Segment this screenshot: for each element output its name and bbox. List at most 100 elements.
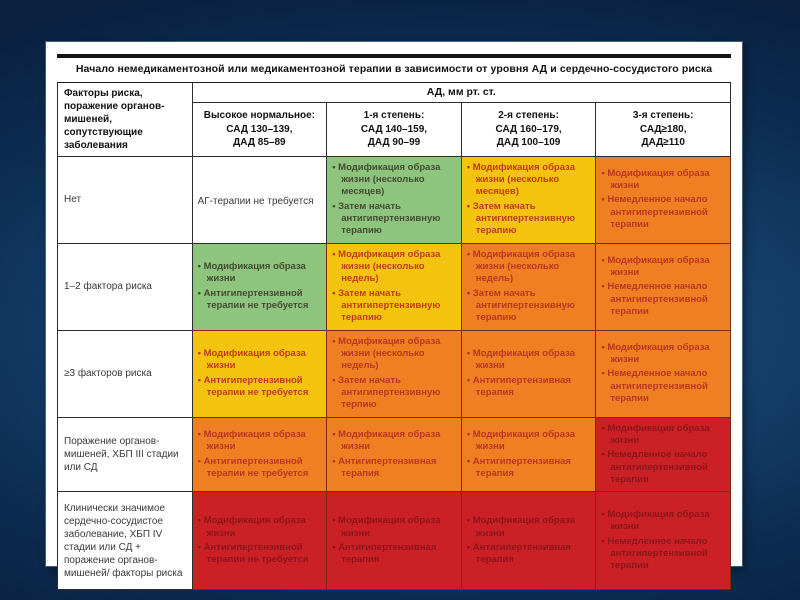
cell-r3-high-normal: Модификация образа жизни Антигипертензив… [191, 329, 328, 418]
bullet-item: Модификация образа жизни [601, 509, 725, 534]
cell-r3-grade-1: Модификация образа жизни (несколько неде… [326, 329, 462, 418]
row-header-title: Факторы риска, поражение органов-мишеней… [57, 81, 193, 157]
bullet-item: Модификация образа жизни [467, 515, 591, 540]
cell-r3-grade-2: Модификация образа жизни Антигипертензив… [460, 329, 597, 418]
recommendation-list: Модификация образа жизни (несколько меся… [467, 162, 591, 238]
bullet-item: Антигипертензивная терапия [467, 375, 591, 400]
bullet-item: Немедленное начало антигипертензивной те… [601, 194, 725, 231]
recommendation-list: Модификация образа жизни Антигипертензив… [467, 348, 591, 399]
bullet-item: Модификация образа жизни [467, 348, 591, 373]
bp-sad-range: САД 160–179, [495, 123, 562, 135]
bullet-item: Модификация образа жизни [601, 168, 725, 193]
bullet-item: Антигипертензивной терапии не требуется [198, 456, 322, 481]
bullet-item: Затем начать антигипертензивную терапию [467, 288, 591, 325]
recommendation-list: Модификация образа жизни Антигипертензив… [332, 429, 456, 480]
bp-dad-range: ДАД≥110 [641, 137, 685, 149]
bullet-item: Модификация образа жизни [198, 261, 322, 286]
bullet-item: Затем начать антигипертензивную терапию [467, 201, 591, 238]
bullet-item: Антигипертензивной терапии не требуется [198, 288, 322, 313]
cell-r5-grade-1: Модификация образа жизни Антигипертензив… [326, 491, 462, 591]
cell-r2-grade-2: Модификация образа жизни (несколько неде… [460, 242, 597, 331]
recommendation-list: Модификация образа жизни (несколько неде… [467, 249, 591, 325]
recommendation-list: Модификация образа жизни Немедленное нач… [601, 255, 725, 319]
bullet-item: Затем начать антигипертензивную терапию [332, 201, 456, 238]
bullet-item: Антигипертензивная терапия [467, 542, 591, 567]
bp-degree-label: 1-я степень: [363, 110, 425, 122]
cell-r1-grade-1: Модификация образа жизни (несколько меся… [326, 155, 462, 244]
bp-sad-range: САД 130–139, [226, 123, 293, 135]
recommendation-list: Модификация образа жизни (несколько меся… [332, 162, 456, 238]
bp-group-header: АД, мм рт. ст. [191, 81, 732, 104]
cell-r1-high-normal: АГ-терапии не требуется [191, 155, 328, 244]
bullet-item: Модификация образа жизни (несколько меся… [332, 162, 456, 199]
recommendation-list: Модификация образа жизни Немедленное нач… [601, 168, 725, 232]
row-label: Клинически значимое сердечно-сосудистое … [57, 491, 193, 591]
bullet-item: Модификация образа жизни [198, 429, 322, 454]
bullet-item: Антигипертензивная терапия [332, 542, 456, 567]
recommendation-list: Модификация образа жизни Антигипертензив… [198, 348, 322, 399]
bp-degree-label: Высокое нормальное: [203, 110, 316, 122]
recommendation-list: Модификация образа жизни (несколько неде… [332, 249, 456, 325]
bullet-item: Антигипертензивной терапии не требуется [198, 542, 322, 567]
bp-dad-range: ДАД 100–109 [496, 137, 561, 149]
bullet-item: Антигипертензивной терапии не требуется [198, 375, 322, 400]
recommendation-list: Модификация образа жизни Антигипертензив… [198, 515, 322, 566]
bullet-item: Модификация образа жизни [601, 255, 725, 280]
table-row-established-cvd: Клинически значимое сердечно-сосудистое … [57, 491, 731, 591]
therapy-decision-table: Начало немедикаментозной или медикаменто… [57, 58, 732, 591]
bullet-item: Затем начать антигипертензивную терапию [332, 288, 456, 325]
bullet-item: Модификация образа жизни (несколько неде… [467, 249, 591, 286]
bullet-item: Немедленное начало антигипертензивной те… [601, 449, 725, 486]
bp-column-header-high-normal: Высокое нормальное: САД 130–139, ДАД 85–… [191, 102, 328, 157]
bullet-item: Антигипертензивная терапия [467, 456, 591, 481]
table-title-row: Начало немедикаментозной или медикаменто… [57, 58, 731, 83]
row-label: Нет [57, 155, 193, 244]
recommendation-list: Модификация образа жизни Антигипертензив… [198, 429, 322, 480]
cell-r5-grade-2: Модификация образа жизни Антигипертензив… [460, 491, 597, 591]
bullet-item: Немедленное начало антигипертензивной те… [601, 281, 725, 318]
bp-degree-label: 2-я степень: [498, 110, 559, 122]
row-label: 1–2 фактора риска [57, 242, 193, 331]
cell-r1-grade-3: Модификация образа жизни Немедленное нач… [595, 155, 731, 244]
cell-text: АГ-терапии не требуется [197, 195, 314, 207]
table-title: Начало немедикаментозной или медикаменто… [57, 58, 731, 83]
recommendation-list: Модификация образа жизни Немедленное нач… [601, 509, 725, 573]
cell-r1-grade-2: Модификация образа жизни (несколько меся… [460, 155, 597, 244]
cell-r2-high-normal: Модификация образа жизни Антигипертензив… [191, 242, 328, 331]
bullet-item: Модификация образа жизни [198, 348, 322, 373]
table-row-3-plus-risk-factors: ≥3 факторов риска Модификация образа жиз… [57, 329, 731, 418]
cell-r3-grade-3: Модификация образа жизни Немедленное нач… [595, 329, 731, 418]
cell-r4-high-normal: Модификация образа жизни Антигипертензив… [191, 416, 328, 493]
bp-column-header-grade-1: 1-я степень: САД 140–159, ДАД 90–99 [326, 102, 462, 157]
bp-dad-range: ДАД 85–89 [233, 137, 286, 149]
recommendation-list: Модификация образа жизни Немедленное нач… [601, 423, 725, 487]
recommendation-list: Модификация образа жизни (несколько неде… [332, 336, 456, 412]
table-row-no-risk-factors: Нет АГ-терапии не требуется Модификация … [57, 155, 731, 244]
cell-r5-grade-3: Модификация образа жизни Немедленное нач… [595, 491, 731, 591]
bp-sad-range: САД 140–159, [360, 123, 428, 135]
bp-dad-range: ДАД 90–99 [367, 137, 421, 149]
cell-r4-grade-2: Модификация образа жизни Антигипертензив… [460, 416, 597, 493]
cell-r4-grade-1: Модификация образа жизни Антигипертензив… [326, 416, 462, 493]
row-label: Поражение органов-мишеней, ХБП III стади… [57, 416, 193, 493]
recommendation-list: Модификация образа жизни Антигипертензив… [332, 515, 456, 566]
recommendation-list: Модификация образа жизни Антигипертензив… [467, 429, 591, 480]
bp-column-header-grade-2: 2-я степень: САД 160–179, ДАД 100–109 [460, 102, 597, 157]
bullet-item: Немедленное начало антигипертензивной те… [601, 368, 725, 405]
bp-degree-label: 3-я степень: [632, 110, 694, 122]
recommendation-list: Модификация образа жизни Антигипертензив… [198, 261, 322, 312]
bp-group-row: Факторы риска, поражение органов-мишеней… [57, 81, 732, 157]
cell-r5-high-normal: Модификация образа жизни Антигипертензив… [191, 491, 328, 591]
bullet-item: Модификация образа жизни [601, 423, 725, 448]
bullet-item: Антигипертензивная терапия [332, 456, 456, 481]
cell-r4-grade-3: Модификация образа жизни Немедленное нач… [595, 416, 731, 493]
table-row-1-2-risk-factors: 1–2 фактора риска Модификация образа жиз… [57, 242, 731, 331]
bullet-item: Немедленное начало антигипертензивной те… [601, 536, 725, 573]
bp-sad-range: САД≥180, [639, 123, 687, 135]
slide-panel: Начало немедикаментозной или медикаменто… [46, 42, 742, 591]
cell-r2-grade-1: Модификация образа жизни (несколько неде… [326, 242, 462, 331]
recommendation-list: Модификация образа жизни Немедленное нач… [601, 342, 725, 406]
table-row-target-organ-damage: Поражение органов-мишеней, ХБП III стади… [57, 416, 731, 493]
bullet-item: Модификация образа жизни [198, 515, 322, 540]
